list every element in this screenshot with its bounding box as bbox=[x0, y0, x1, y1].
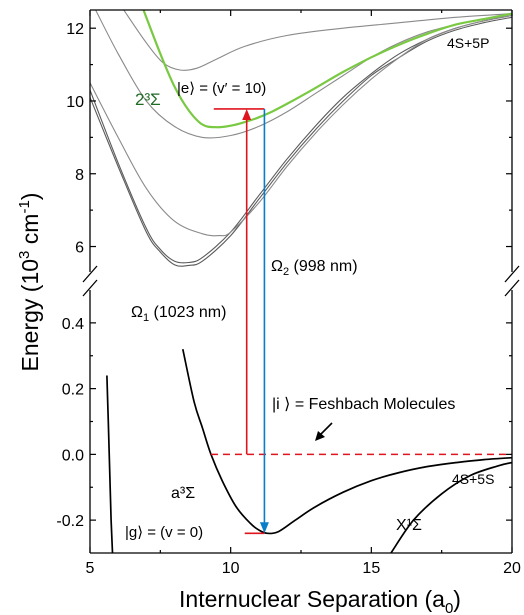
transition-arrowhead-1 bbox=[242, 108, 252, 120]
upper-asymptote-label: 4S+5P bbox=[447, 35, 489, 51]
y-tick-label-lower: 0.4 bbox=[62, 316, 84, 333]
potential-curve-2 bbox=[90, 16, 512, 267]
tick-layer: 5 10 15 20 6 8 10 12 -0.2 0.0 0.2 0.4 bbox=[56, 10, 521, 577]
potential-curve-6 bbox=[142, 10, 512, 129]
y-tick-label-lower: -0.2 bbox=[56, 513, 84, 530]
singlet-state-label: X¹Σ bbox=[396, 517, 422, 534]
transition-arrowhead-2 bbox=[259, 522, 269, 534]
potential-curve-5 bbox=[123, 10, 512, 71]
potential-curve-9 bbox=[390, 461, 512, 553]
feshbach-label: |i ⟩ = Feshbach Molecules bbox=[272, 396, 455, 413]
y-tick-label-upper: 10 bbox=[66, 94, 84, 111]
transition-label-omega2: Ω2 (998 nm) bbox=[271, 258, 358, 278]
y-tick-label-lower: 0.0 bbox=[62, 447, 84, 464]
potential-curve-4 bbox=[95, 10, 512, 139]
x-tick-label: 5 bbox=[86, 560, 95, 577]
y-tick-label-upper: 6 bbox=[75, 240, 84, 257]
lower-asymptote-label: 4S+5S bbox=[452, 471, 494, 487]
y-tick-label-upper: 12 bbox=[66, 21, 84, 38]
axis-break-marks bbox=[82, 265, 520, 297]
triplet-state-label: a³Σ bbox=[171, 485, 195, 502]
potential-curve-7 bbox=[181, 349, 512, 535]
feshbach-pointer-arrow bbox=[315, 422, 333, 441]
green-state-label: 2³Σ bbox=[135, 90, 161, 109]
y-tick-label-lower: 0.2 bbox=[62, 382, 84, 399]
x-tick-label: 10 bbox=[222, 560, 240, 577]
x-tick-label: 20 bbox=[503, 560, 521, 577]
x-tick-label: 15 bbox=[362, 560, 380, 577]
potential-curve-3 bbox=[90, 14, 512, 237]
transition-layer bbox=[210, 108, 512, 535]
y-axis-label: Energy (103 cm-1) bbox=[16, 193, 43, 372]
transition-label-omega1: Ω1 (1023 nm) bbox=[131, 304, 226, 324]
potential-curve-8 bbox=[106, 375, 114, 553]
excited-state-label: |e⟩ = (v′ = 10) bbox=[177, 80, 266, 97]
ground-state-label: |g⟩ = (v = 0) bbox=[125, 524, 203, 541]
break-mark-right-1 bbox=[504, 265, 520, 283]
x-axis-label: Internuclear Separation (a0) bbox=[179, 586, 461, 615]
break-mark-left-1 bbox=[82, 265, 98, 283]
break-mark-left-2 bbox=[82, 279, 98, 297]
break-mark-right-2 bbox=[504, 279, 520, 297]
y-tick-label-upper: 8 bbox=[75, 167, 84, 184]
